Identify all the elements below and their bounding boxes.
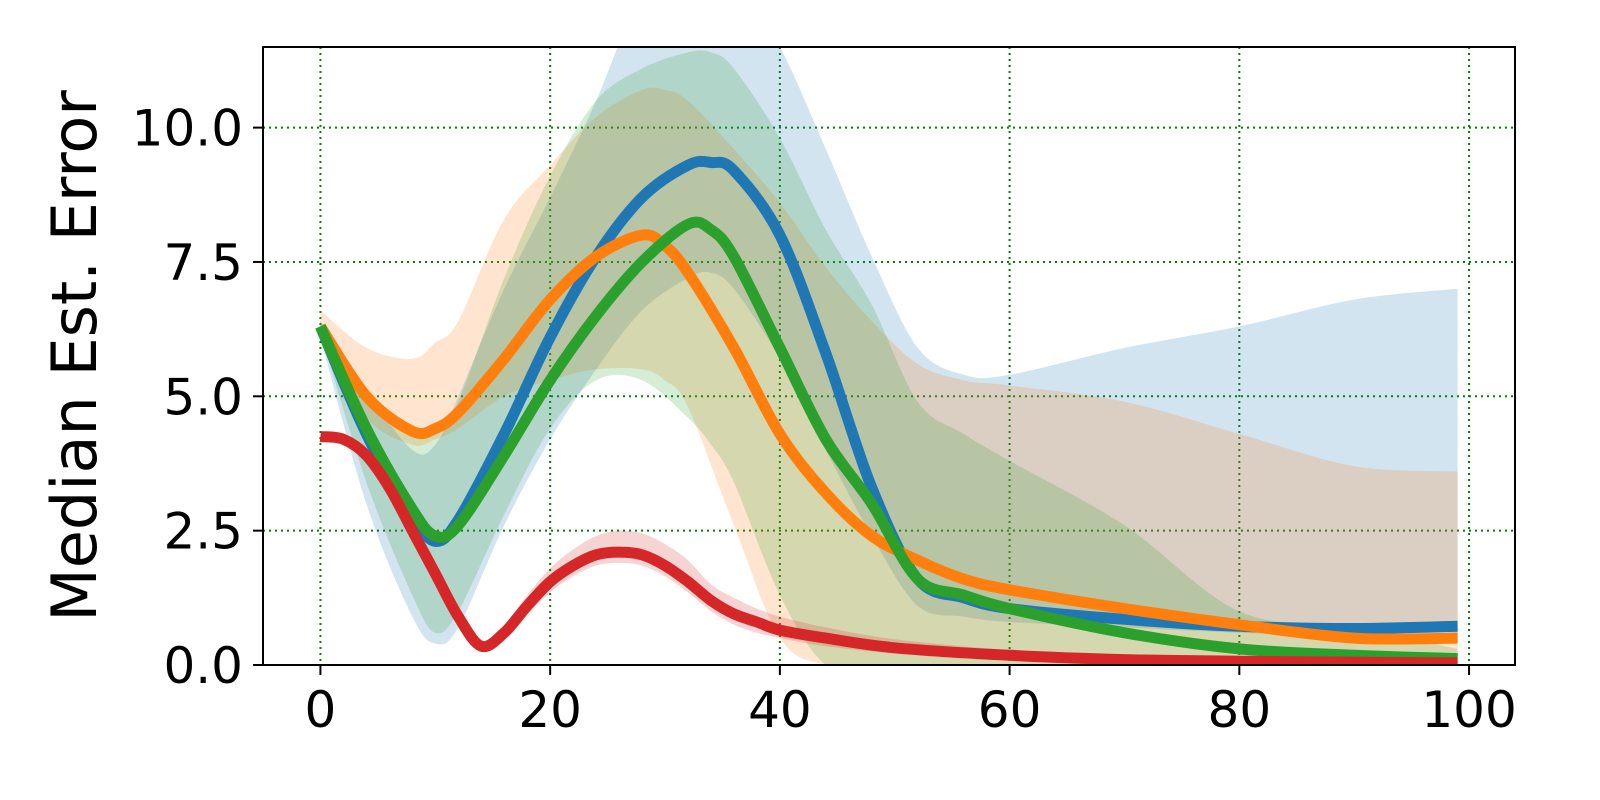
x-tick-label: 20 <box>518 681 582 739</box>
y-tick-label: 10.0 <box>132 100 243 158</box>
axis-ticks: 0 20 40 60 80 100 0.0 2.5 5.0 7.5 10.0 <box>132 100 1517 739</box>
x-tick-label: 60 <box>978 681 1042 739</box>
y-tick-label: 5.0 <box>163 368 243 426</box>
y-tick-label: 2.5 <box>163 503 243 561</box>
series-line-2 <box>315 229 1458 645</box>
x-tick-label: 80 <box>1208 681 1272 739</box>
plot-frame <box>262 46 1516 666</box>
confidence-band-1 <box>320 47 1458 645</box>
confidence-bands <box>320 47 1458 665</box>
x-tick-label: 40 <box>748 681 812 739</box>
confidence-band-3 <box>320 50 1458 665</box>
y-tick-label: 0.0 <box>163 637 243 695</box>
y-axis-label: Median Est. Error <box>38 90 111 622</box>
confidence-band-2 <box>320 87 1458 665</box>
series-line-3 <box>315 216 1458 665</box>
y-tick-label: 7.5 <box>163 234 243 292</box>
series-lines <box>315 155 1458 665</box>
x-tick-label: 0 <box>305 681 337 739</box>
x-tick-label: 100 <box>1421 681 1516 739</box>
series-line-4 <box>319 431 1458 665</box>
